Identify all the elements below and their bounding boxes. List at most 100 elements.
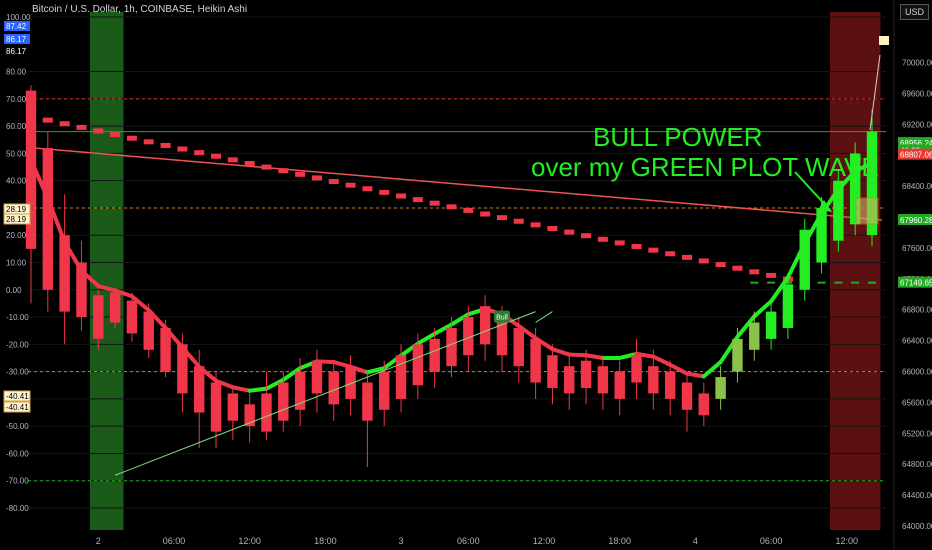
candle-body: [143, 311, 154, 350]
sma-dot: [732, 265, 743, 271]
sma-dot: [681, 254, 692, 260]
right-tick-label: 64800.00: [902, 460, 932, 469]
candle-body: [681, 382, 693, 410]
sma-dot-green: [851, 281, 860, 284]
candle-body: [395, 355, 407, 399]
sma-dot-green: [750, 281, 759, 284]
left-badge-text: 86.17: [6, 35, 27, 44]
sma-dot: [59, 121, 70, 127]
annotation-arrow-head: [818, 200, 832, 212]
wave-segment-bear: [651, 354, 673, 367]
candle-body: [362, 382, 373, 421]
candle-body: [479, 306, 491, 345]
wave-segment-bear: [684, 371, 706, 379]
zone-band: [89, 12, 124, 530]
wave-segment-bull: [365, 366, 387, 375]
candle-body: [513, 327, 524, 367]
candle-body: [328, 371, 339, 405]
wave-segment-bull: [432, 322, 454, 336]
candle-body: [278, 382, 289, 421]
wave-segment-bull: [752, 299, 774, 319]
candle-body: [59, 235, 70, 312]
candle-body: [564, 366, 575, 394]
sma-dot: [648, 247, 659, 253]
wave-segment-bear: [584, 353, 605, 360]
right-tick-label: 68400.00: [902, 182, 932, 191]
right-tick-label: 66800.00: [902, 306, 932, 315]
sma-dot: [160, 142, 171, 148]
wave-segment-bear: [230, 385, 252, 393]
candle-body: [412, 344, 424, 386]
sma-dot: [110, 132, 121, 138]
candle-body: [849, 153, 861, 225]
left-tick-label: 80.00: [6, 68, 27, 77]
wave-segment-bull: [617, 351, 639, 360]
candle-body: [463, 317, 474, 356]
right-tick-label: 69600.00: [902, 89, 932, 98]
sma-dot: [42, 117, 53, 123]
sma-dot: [345, 182, 356, 188]
candle-body: [496, 317, 508, 356]
left-tick-label: -20.00: [6, 340, 29, 349]
sma-dot-green: [767, 281, 776, 284]
candle-body: [429, 338, 440, 372]
candle-body: [698, 393, 710, 416]
right-tick-label: 65200.00: [902, 429, 932, 438]
bull-signal-label: Bull: [496, 315, 508, 322]
candle-body: [126, 300, 138, 334]
sma-dot: [76, 124, 87, 130]
sma-dot: [597, 236, 608, 242]
sma-dot: [311, 175, 322, 181]
sma-dot: [143, 139, 154, 145]
wave-segment-bull: [415, 331, 437, 346]
right-badge-text: 67960.28: [900, 216, 932, 225]
sma-dot: [446, 204, 457, 210]
sma-dot-green: [817, 281, 826, 284]
left-badge-text: 87.42: [6, 22, 27, 31]
left-tick-label: 50.00: [6, 149, 27, 158]
wave-segment-bear: [550, 347, 572, 357]
right-tick-label: 64400.00: [902, 491, 932, 500]
sma-dot: [261, 164, 272, 170]
candle-body: [42, 147, 54, 290]
sma-dot: [362, 186, 373, 192]
trend-line: [535, 311, 553, 323]
candle-body: [345, 366, 356, 399]
left-badge: [3, 390, 31, 402]
price-moving-average: [27, 146, 883, 221]
right-badge-text: 67149.65: [900, 279, 932, 288]
candle-body: [76, 262, 87, 318]
right-badge: [898, 214, 932, 226]
sma-dot: [278, 168, 289, 174]
currency-button[interactable]: USD: [900, 4, 930, 20]
candle-body: [25, 90, 37, 249]
sma-dot: [766, 272, 777, 278]
left-tick-label: -80.00: [6, 504, 29, 513]
right-tick-label: 65600.00: [902, 398, 932, 407]
sma-dot-green: [868, 281, 876, 284]
wave-segment-bull: [264, 377, 286, 391]
wave-segment-bear: [668, 362, 689, 376]
candle-body: [210, 382, 222, 432]
chart-title: Bitcoin / U.S. Dollar, 1h, COINBASE, Hei…: [32, 4, 248, 15]
sma-dot-green: [834, 281, 843, 284]
sma-dot: [581, 233, 592, 239]
left-badge: [3, 401, 31, 413]
wave-segment-bull: [701, 360, 723, 379]
candle-body: [749, 322, 760, 350]
wave-segment-bull: [281, 366, 303, 382]
sma-dot: [227, 157, 238, 163]
left-badge-text: -40.41: [6, 403, 29, 412]
candle-body: [446, 327, 457, 367]
candle-body: [799, 229, 810, 290]
sma-dot: [211, 153, 222, 159]
sma-dot: [530, 222, 541, 228]
sma-dot: [631, 244, 642, 250]
sma-dot: [126, 135, 137, 141]
left-badge-text: 28.19: [6, 215, 27, 224]
sma-dot: [396, 193, 407, 199]
left-badge-text: 86.17: [6, 47, 27, 56]
wave-segment-bear: [113, 288, 134, 299]
